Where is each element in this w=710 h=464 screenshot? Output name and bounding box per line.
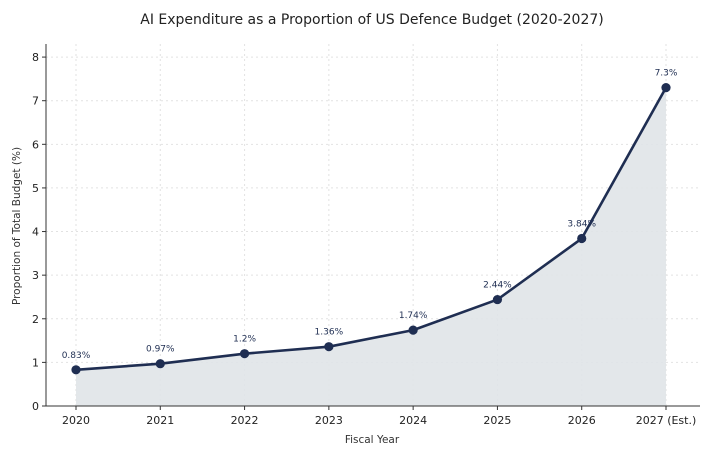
y-tick-label: 5 bbox=[32, 182, 39, 195]
x-tick-label: 2025 bbox=[483, 414, 511, 427]
y-tick-label: 2 bbox=[32, 313, 39, 326]
x-tick-label: 2020 bbox=[62, 414, 90, 427]
data-point bbox=[408, 325, 418, 335]
y-axis-label: Proportion of Total Budget (%) bbox=[11, 147, 23, 305]
x-tick-label: 2022 bbox=[231, 414, 259, 427]
axis-layer: 0 1 2 3 4 5 6 7 8 2020 2021 2022 2023 2024 2025 2026 202… bbox=[32, 44, 700, 427]
data-point bbox=[661, 83, 671, 93]
series-line bbox=[75, 86, 668, 372]
line-layer bbox=[75, 86, 668, 372]
x-tick-label: 2024 bbox=[399, 414, 427, 427]
chart-title: AI Expenditure as a Proportion of US Def… bbox=[140, 12, 603, 28]
data-point bbox=[324, 342, 334, 352]
y-tick-label: 1 bbox=[32, 356, 39, 369]
y-tick-label: 0 bbox=[32, 400, 39, 413]
area-fill bbox=[76, 87, 666, 407]
x-axis-label: Fiscal Year bbox=[345, 434, 400, 446]
x-tick-label: 2021 bbox=[146, 414, 174, 427]
data-point bbox=[492, 294, 503, 305]
area-layer bbox=[76, 87, 666, 407]
x-tick-label: 2026 bbox=[568, 414, 596, 427]
data-point bbox=[577, 233, 587, 244]
data-label: 1.74% bbox=[399, 311, 428, 321]
y-tick-label: 4 bbox=[32, 226, 39, 239]
data-point bbox=[239, 349, 250, 359]
data-point bbox=[155, 359, 165, 369]
data-label: 1.36% bbox=[315, 328, 344, 338]
data-label: 7.3% bbox=[655, 69, 678, 79]
x-tick-label: 2023 bbox=[315, 414, 343, 427]
data-point bbox=[71, 365, 81, 375]
data-label: 2.44% bbox=[483, 281, 512, 291]
y-tick-label: 7 bbox=[32, 95, 39, 108]
data-label: 1.2% bbox=[233, 335, 256, 345]
data-label: 3.84% bbox=[567, 220, 596, 230]
label-layer: 0.83% 0.97% 1.2% 1.36% 1.74% 2.44% 3.84% 7.3% bbox=[62, 69, 678, 361]
y-tick-label: 6 bbox=[32, 138, 39, 151]
data-label: 0.83% bbox=[62, 351, 91, 361]
x-tick-label: 2027 (Est.) bbox=[636, 414, 697, 427]
y-tick-label: 3 bbox=[32, 269, 39, 282]
marker-layer bbox=[71, 83, 671, 375]
data-label: 0.97% bbox=[146, 345, 175, 355]
y-tick-label: 8 bbox=[32, 51, 39, 64]
